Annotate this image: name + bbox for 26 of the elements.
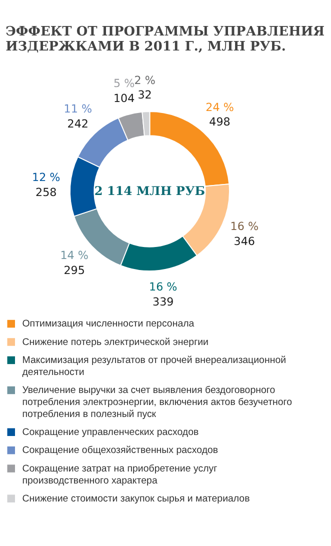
data-label: 339 [152,295,174,308]
data-label: 295 [64,264,85,277]
text: 16 % [230,220,259,234]
legend-label: Сокращение затрат на приобретение услуг производственного характера [22,463,218,486]
text: 24 % [206,100,234,114]
legend-label: Сокращение общехозяйственных расходов [22,445,218,456]
data-label: 32 [138,88,152,102]
data-label: 104 [113,92,135,105]
text: 2 114 МЛН РУБ [94,184,206,198]
legend-label: Максимизация результатов от прочей внереализационной деятельности [22,354,286,378]
data-label: 498 [209,116,230,129]
chart-title: ЭФФЕКТ ОТ ПРОГРАММЫ УПРАВЛЕНИЯ ИЗДЕРЖКАМИ В 2011 Г., МЛН РУБ. [6,24,325,54]
data-label: 242 [67,117,89,130]
text: 16 % [149,280,178,294]
data-label: 258 [36,186,57,199]
legend-label: Снижение потерь электрической энергии [22,336,208,348]
text: 12 % [32,170,60,184]
legend-label: Увеличение выручки за счет выявления бездоговорного потребления электроэнергии, включения актов безучетного потребления в полезный пуск [22,385,292,420]
text: 11 % [64,102,92,116]
legend-label: Оптимизация численности персонала [22,318,195,330]
legend-label: Снижение стоимости закупок сырья и материалов [22,493,250,504]
legend-label: Сокращение управленческих расходов [22,426,199,438]
text: 5 % [114,76,135,90]
text: 14 % [60,248,88,262]
text: 2 % [134,74,156,87]
data-label: 346 [234,235,256,248]
